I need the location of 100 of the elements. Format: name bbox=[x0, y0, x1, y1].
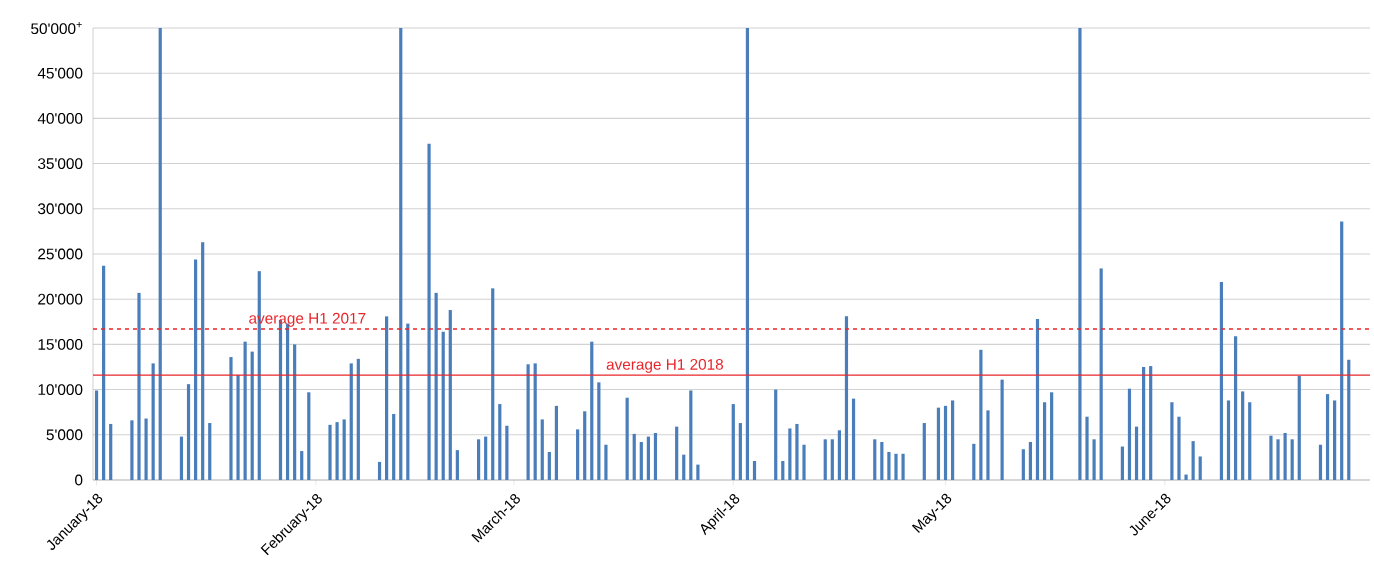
bar bbox=[1149, 366, 1153, 480]
bar bbox=[1035, 319, 1040, 480]
bar bbox=[873, 439, 877, 480]
bar bbox=[752, 461, 757, 480]
bar bbox=[1241, 391, 1245, 480]
bar bbox=[434, 292, 438, 480]
ref-line-label: average H1 2018 bbox=[606, 358, 724, 373]
bar bbox=[102, 265, 106, 480]
bar bbox=[1325, 394, 1330, 480]
bar bbox=[922, 423, 926, 480]
bar bbox=[1347, 359, 1351, 480]
bar bbox=[880, 442, 884, 480]
bar bbox=[1177, 416, 1181, 480]
y-tick-label: 10'000 bbox=[38, 384, 83, 396]
bar bbox=[328, 424, 332, 480]
bar bbox=[1191, 441, 1195, 480]
bar bbox=[682, 454, 686, 480]
bar bbox=[851, 398, 856, 480]
bar bbox=[1219, 282, 1224, 480]
bar bbox=[590, 341, 594, 480]
bar bbox=[1000, 379, 1004, 480]
bar bbox=[1028, 442, 1033, 480]
bar bbox=[427, 143, 431, 480]
y-tick-label: 0 bbox=[75, 474, 83, 486]
bar bbox=[293, 344, 297, 480]
bar bbox=[484, 436, 488, 480]
bar bbox=[505, 425, 509, 480]
bar bbox=[1340, 221, 1344, 480]
bar bbox=[1021, 449, 1025, 480]
bar bbox=[1333, 400, 1337, 480]
y-tick-label: 50'000$^{+}$ bbox=[31, 21, 82, 35]
bar bbox=[1127, 388, 1132, 480]
bar bbox=[335, 422, 339, 480]
bar bbox=[1134, 426, 1139, 480]
bar bbox=[844, 316, 849, 480]
bar bbox=[491, 288, 495, 480]
bar bbox=[526, 364, 530, 480]
bar bbox=[604, 444, 608, 480]
bar bbox=[972, 443, 976, 480]
bar bbox=[208, 423, 212, 480]
bar bbox=[1050, 392, 1054, 480]
bar bbox=[823, 439, 827, 480]
bar bbox=[144, 418, 148, 480]
bar bbox=[1290, 439, 1294, 480]
bar bbox=[943, 405, 948, 480]
bar bbox=[788, 428, 792, 480]
bar bbox=[576, 429, 580, 480]
bar bbox=[130, 420, 134, 480]
bar bbox=[356, 358, 360, 480]
bar bbox=[109, 423, 113, 480]
bar bbox=[151, 363, 155, 480]
bar bbox=[1120, 446, 1124, 480]
bar bbox=[597, 382, 601, 480]
bar bbox=[498, 404, 502, 480]
bar bbox=[639, 442, 643, 480]
bar bbox=[94, 390, 99, 480]
bar bbox=[547, 451, 551, 480]
bar bbox=[653, 432, 658, 480]
bar bbox=[1226, 400, 1231, 480]
bar bbox=[399, 27, 403, 480]
bar bbox=[696, 464, 700, 480]
bar bbox=[533, 363, 537, 480]
bar bbox=[1297, 376, 1301, 480]
bar bbox=[675, 426, 679, 480]
bar bbox=[1170, 402, 1174, 480]
bar bbox=[179, 436, 184, 480]
bar bbox=[448, 310, 452, 480]
bar bbox=[1269, 435, 1273, 480]
y-tick-label: 30'000 bbox=[37, 203, 83, 215]
bar bbox=[554, 405, 559, 480]
bar bbox=[830, 439, 834, 480]
bar bbox=[901, 453, 905, 480]
bar bbox=[1283, 432, 1287, 480]
bar bbox=[795, 423, 799, 480]
bar bbox=[731, 404, 735, 480]
y-tick-label: 40'000 bbox=[37, 112, 83, 124]
bar bbox=[250, 351, 254, 480]
bar bbox=[632, 433, 636, 480]
bar bbox=[950, 400, 955, 480]
bar bbox=[236, 375, 240, 480]
bar bbox=[441, 331, 445, 480]
bar bbox=[625, 397, 629, 480]
bar bbox=[392, 413, 396, 480]
bar bbox=[229, 357, 233, 480]
bar bbox=[1198, 456, 1202, 480]
bar bbox=[1318, 444, 1323, 480]
bar bbox=[307, 392, 311, 480]
bar bbox=[646, 436, 650, 480]
bar bbox=[194, 259, 198, 480]
bar bbox=[745, 27, 750, 480]
bar bbox=[1233, 336, 1238, 480]
bar bbox=[406, 323, 410, 480]
bar bbox=[1099, 268, 1103, 480]
y-tick-label: 35'000 bbox=[37, 158, 83, 170]
bar bbox=[887, 451, 891, 480]
bar bbox=[1078, 27, 1082, 480]
bar bbox=[186, 384, 191, 480]
bar bbox=[476, 439, 481, 480]
bar bbox=[540, 419, 544, 480]
bar bbox=[979, 349, 983, 480]
